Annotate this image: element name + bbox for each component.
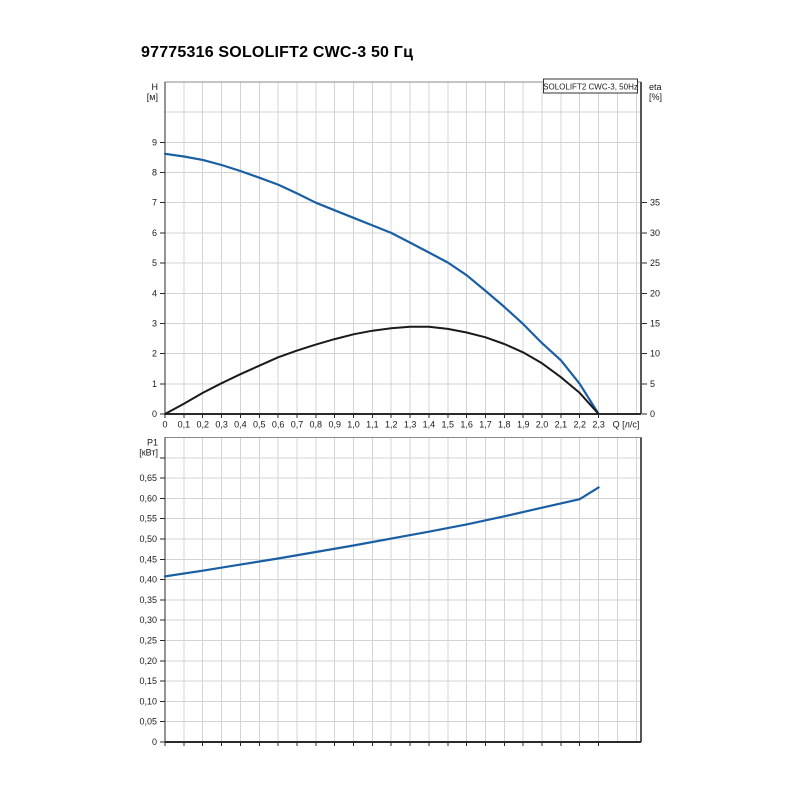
svg-text:0,7: 0,7 [291,420,304,430]
y-left-axis-title: H[м] [147,82,158,102]
svg-text:4: 4 [152,288,157,298]
svg-text:7: 7 [152,198,157,208]
power-chart: 0 0,05 0,10 0,15 0,20 0,25 0,30 0,35 0,40 0,45 0,5… [139,437,642,747]
svg-text:1,9: 1,9 [517,420,530,430]
svg-text:0,9: 0,9 [328,420,341,430]
svg-text:0,05: 0,05 [139,717,157,727]
svg-text:2: 2 [152,349,157,359]
y-left-ticks: 0 1 2 3 4 5 6 7 8 9 [152,137,165,419]
grid-lines [165,82,641,414]
x-axis-ticks [164,742,600,746]
svg-text:5: 5 [650,379,655,389]
svg-text:0: 0 [152,737,157,747]
svg-text:1: 1 [152,379,157,389]
svg-text:0,10: 0,10 [139,696,157,706]
curves [163,152,600,416]
svg-text:0,25: 0,25 [139,636,157,646]
svg-text:1,6: 1,6 [460,420,473,430]
svg-text:0,4: 0,4 [234,420,247,430]
svg-text:0,40: 0,40 [139,575,157,585]
svg-text:0,5: 0,5 [253,420,266,430]
svg-text:0: 0 [152,409,157,419]
svg-text:2,2: 2,2 [573,420,586,430]
svg-text:6: 6 [152,228,157,238]
plot-border [164,81,642,415]
svg-text:[кВт]: [кВт] [139,448,158,458]
svg-text:3: 3 [152,318,157,328]
svg-text:9: 9 [152,137,157,147]
svg-text:[м]: [м] [147,92,158,102]
svg-text:P1: P1 [147,438,158,448]
svg-text:[%]: [%] [649,92,662,102]
svg-text:1,8: 1,8 [498,420,511,430]
svg-text:2,3: 2,3 [592,420,605,430]
svg-text:1,3: 1,3 [404,420,417,430]
svg-text:0,60: 0,60 [139,493,157,503]
svg-text:15: 15 [650,318,660,328]
plot-border [164,437,642,743]
svg-text:5: 5 [152,258,157,268]
svg-text:10: 10 [650,349,660,359]
svg-text:0,50: 0,50 [139,534,157,544]
svg-text:1,0: 1,0 [347,420,360,430]
grid-lines [165,437,641,742]
head-curve [163,152,600,416]
svg-text:0,55: 0,55 [139,514,157,524]
svg-text:1,1: 1,1 [366,420,379,430]
x-axis-ticks: 0 0,1 0,2 0,3 0,4 0,5 0,6 0,7 0,8 0,9 1,0 1,1 1,2 1,3… [162,414,639,430]
svg-text:0,15: 0,15 [139,676,157,686]
svg-text:1,4: 1,4 [423,420,436,430]
svg-text:2,1: 2,1 [555,420,568,430]
svg-text:1,2: 1,2 [385,420,398,430]
svg-text:H: H [152,82,159,92]
svg-text:2,0: 2,0 [536,420,549,430]
svg-text:0,1: 0,1 [178,420,191,430]
svg-text:0,65: 0,65 [139,473,157,483]
y-left-axis-title: P1[кВт] [139,438,158,458]
legend-box: SOLOLIFT2 CWC-3, 50Hz [543,78,638,94]
svg-text:35: 35 [650,198,660,208]
y-left-ticks: 0 0,05 0,10 0,15 0,20 0,25 0,30 0,35 0,40 0,45 0,5… [139,457,165,747]
y-right-ticks: 0 5 10 15 20 25 30 35 [642,198,660,419]
svg-text:20: 20 [650,288,660,298]
svg-text:8: 8 [152,168,157,178]
svg-text:eta: eta [649,82,662,92]
svg-text:1,5: 1,5 [442,420,455,430]
curves [163,486,600,578]
y-right-axis-title: eta[%] [649,82,662,102]
svg-text:0,30: 0,30 [139,615,157,625]
svg-text:30: 30 [650,228,660,238]
svg-text:25: 25 [650,258,660,268]
svg-text:1,7: 1,7 [479,420,492,430]
svg-text:0,6: 0,6 [272,420,285,430]
page-title: 97775316 SOLOLIFT2 CWC-3 50 Гц [141,44,414,61]
legend-label: SOLOLIFT2 CWC-3, 50Hz [543,83,638,92]
power-curve [163,486,600,578]
x-axis-title: Q [л/с] [613,420,640,430]
svg-text:0: 0 [162,420,167,430]
svg-text:0,20: 0,20 [139,656,157,666]
svg-text:0,45: 0,45 [139,554,157,564]
svg-text:0,3: 0,3 [215,420,228,430]
efficiency-curve [164,325,600,415]
svg-text:0,2: 0,2 [196,420,209,430]
head-efficiency-chart: 0 0,1 0,2 0,3 0,4 0,5 0,6 0,7 0,8 0,9 1,0 1,1 1,2 1,3… [147,78,662,430]
svg-text:0,35: 0,35 [139,595,157,605]
svg-text:0,8: 0,8 [310,420,323,430]
svg-text:0: 0 [650,409,655,419]
